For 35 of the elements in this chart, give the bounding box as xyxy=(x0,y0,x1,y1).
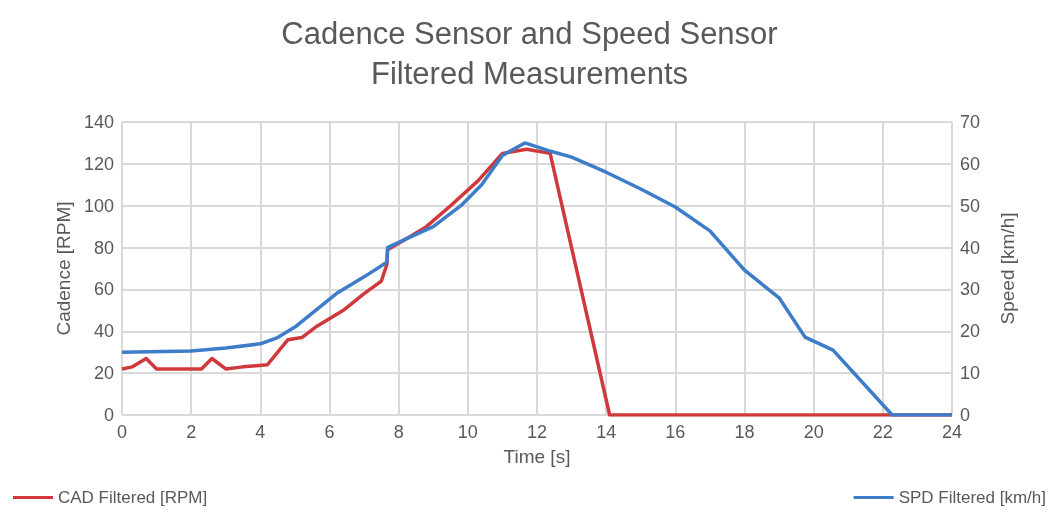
x-tick-label: 0 xyxy=(116,422,128,442)
y2-tick-label: 50 xyxy=(960,195,981,216)
y2-tick-label: 0 xyxy=(960,405,971,425)
x-tick-label: 6 xyxy=(324,422,335,442)
x-tick-label: 4 xyxy=(255,422,266,442)
y-tick-label: 80 xyxy=(93,237,114,258)
x-tick-label: 18 xyxy=(734,422,755,442)
y2-tick-label: 60 xyxy=(960,153,981,174)
y-tick-label: 40 xyxy=(93,321,114,342)
y2-tick-label: 40 xyxy=(960,237,981,258)
x-tick-label: 10 xyxy=(457,422,478,442)
x-tick-label: 24 xyxy=(941,422,963,442)
legend-label: SPD Filtered [km/h] xyxy=(898,488,1046,507)
chart-title: Cadence Sensor and Speed Sensor Filtered Measurements xyxy=(281,15,778,91)
x-tick-label: 20 xyxy=(803,422,824,442)
y2-axis-title: Speed [km/h] xyxy=(997,212,1018,325)
x-axis-title: Time [s] xyxy=(503,446,571,467)
y2-tick-label: 30 xyxy=(960,279,981,300)
x-tick-label: 2 xyxy=(186,422,197,442)
x-tick-label: 8 xyxy=(393,422,404,442)
y-tick-label: 0 xyxy=(103,405,114,425)
y-tick-label: 20 xyxy=(93,363,114,384)
y-tick-label: 120 xyxy=(83,153,114,174)
y-axis-title: Cadence [RPM] xyxy=(53,201,75,336)
x-tick-label: 14 xyxy=(596,422,617,442)
y-tick-label: 140 xyxy=(83,112,114,132)
y-tick-label: 100 xyxy=(83,195,114,216)
x-tick-label: 12 xyxy=(526,422,548,442)
y2-tick-label: 70 xyxy=(960,112,981,132)
x-tick-label: 16 xyxy=(665,422,686,442)
legend-label: CAD Filtered [RPM] xyxy=(58,488,208,507)
y2-tick-label: 20 xyxy=(960,321,981,342)
x-tick-label: 22 xyxy=(872,422,893,442)
y-tick-label: 60 xyxy=(93,279,114,300)
y2-tick-label: 10 xyxy=(960,363,981,384)
